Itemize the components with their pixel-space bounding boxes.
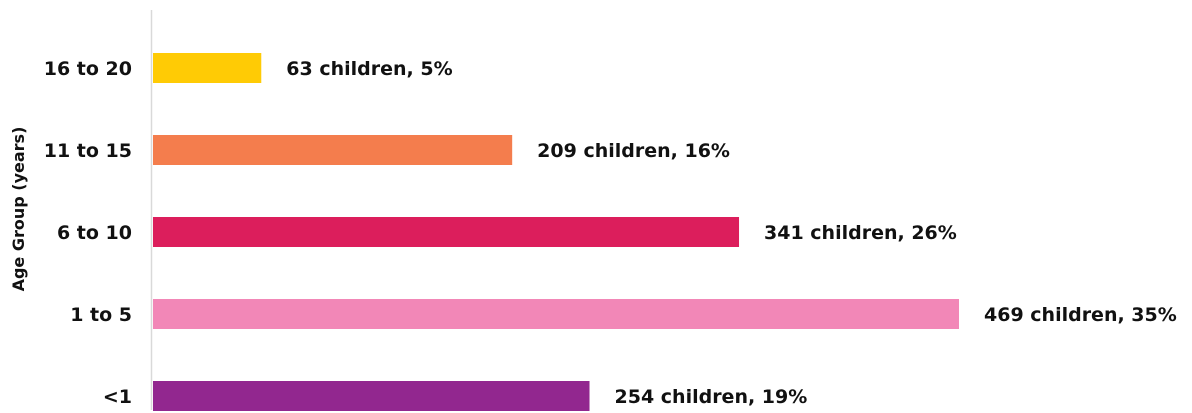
bar [153,53,262,83]
bar [153,135,513,165]
y-tick-label: 11 to 15 [44,140,132,162]
data-labels: 254 children, 19% 469 children, 35% 341 ch… [286,58,1177,408]
bars-group [153,53,959,411]
bar [153,299,959,329]
bar-data-label: 63 children, 5% [286,58,452,80]
bar [153,217,740,247]
y-tick-label: <1 [103,386,132,408]
y-tick-label: 1 to 5 [70,304,132,326]
bar-data-label: 209 children, 16% [537,140,730,162]
y-tick-label: 6 to 10 [57,222,132,244]
bar-data-label: 341 children, 26% [764,222,957,244]
y-axis-title: Age Group (years) [9,127,28,292]
y-tick-label: 16 to 20 [44,58,132,80]
bar [153,381,590,411]
bar-data-label: 469 children, 35% [984,304,1177,326]
bar-data-label: 254 children, 19% [615,386,808,408]
y-tick-labels: <1 1 to 5 6 to 10 11 to 15 16 to 20 [44,58,132,408]
